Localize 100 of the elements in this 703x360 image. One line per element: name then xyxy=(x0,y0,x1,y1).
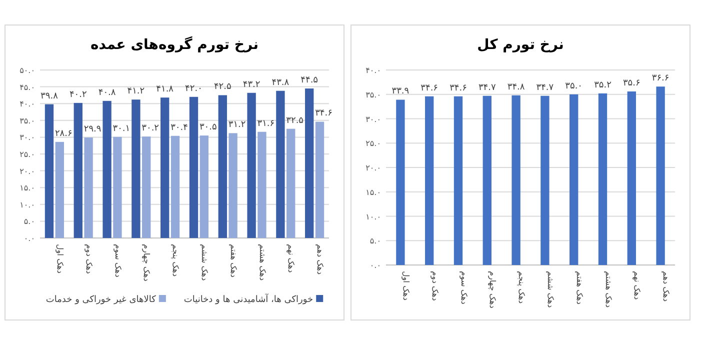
x-tick-label: دهک ششم xyxy=(546,271,555,308)
x-tick-label: دهک پنجم xyxy=(517,271,526,304)
data-label: ۳۲.۵ xyxy=(286,116,304,126)
x-tick-label: دهک ششم xyxy=(200,244,209,282)
bar xyxy=(570,94,578,265)
data-label: ۳۵.۲ xyxy=(594,80,612,90)
bar xyxy=(540,96,550,265)
y-tick-label: ۱۰.۰ xyxy=(366,212,381,222)
bar xyxy=(315,122,324,238)
bar xyxy=(102,100,112,238)
y-tick-label: ۰.۰ xyxy=(370,261,381,270)
data-label: ۴۰.۲ xyxy=(69,90,87,100)
bar xyxy=(160,98,170,238)
y-tick-label: ۲۵.۰ xyxy=(20,150,35,159)
bar xyxy=(55,142,64,238)
bar xyxy=(482,96,492,265)
x-tick-label: دهک دهم xyxy=(662,271,671,302)
x-tick-label: دهک پنجم xyxy=(171,244,180,278)
x-tick-label: دهک چهارم xyxy=(142,244,152,282)
data-label: ۳۰.۲ xyxy=(142,124,160,134)
bar xyxy=(425,96,434,265)
data-label: ۳۵.۰ xyxy=(565,81,583,92)
y-tick-label: ۲۰.۰ xyxy=(366,164,381,172)
y-tick-label: ۵.۰ xyxy=(370,236,381,246)
data-label: ۲۹.۹ xyxy=(84,124,102,135)
bar xyxy=(305,88,314,238)
bar xyxy=(132,100,140,238)
data-label: ۴۲.۰ xyxy=(185,84,202,94)
chart-title: نرخ تورم کل xyxy=(477,37,564,53)
data-label: ۴۱.۲ xyxy=(127,86,145,97)
x-tick-label: دهک هشتم xyxy=(258,244,267,282)
data-label: ۴۲.۵ xyxy=(214,82,232,92)
data-label: ۳۱.۶ xyxy=(257,118,275,129)
x-tick-label: دهک دوم xyxy=(84,244,94,274)
data-label: ۳۳.۹ xyxy=(392,86,410,97)
data-label: ۳۴.۶ xyxy=(450,83,468,94)
y-tick-label: ۴۰.۰ xyxy=(366,66,381,75)
bar xyxy=(656,86,665,265)
data-label: ۳۵.۶ xyxy=(622,78,640,88)
y-tick-label: ۲۰.۰ xyxy=(20,166,35,176)
x-tick-label: دهک اول xyxy=(401,271,410,301)
bar xyxy=(200,136,208,238)
data-label: ۲۸.۶ xyxy=(54,128,72,139)
bar xyxy=(454,96,463,265)
bar xyxy=(218,95,227,238)
bar xyxy=(74,102,82,238)
bar xyxy=(247,92,256,238)
bar xyxy=(228,133,238,238)
x-tick-label: دهک نهم xyxy=(286,244,296,274)
y-tick-label: ۳۵.۰ xyxy=(366,90,381,100)
data-label: ۳۹.۸ xyxy=(40,91,58,102)
data-label: ۴۳.۸ xyxy=(272,78,290,88)
x-tick-label: دهک چهارم xyxy=(488,271,498,309)
bar xyxy=(258,132,266,238)
bar xyxy=(84,138,93,238)
data-label: ۳۶.۶ xyxy=(652,74,670,84)
bar xyxy=(598,93,608,265)
x-tick-label: دهک هفتم xyxy=(228,244,238,278)
y-tick-label: ۱۵.۰ xyxy=(366,188,381,197)
legend-label: خوراکی ها، آشامیدنی ها و دخانیات xyxy=(184,293,314,305)
bar xyxy=(396,100,405,265)
x-tick-label: دهک سوم xyxy=(459,271,468,305)
bar xyxy=(512,95,520,265)
data-label: ۴۳.۲ xyxy=(242,80,260,90)
data-label: ۳۴.۸ xyxy=(507,82,525,92)
bar xyxy=(113,136,122,238)
data-label: ۳۱.۲ xyxy=(228,120,246,130)
data-label: ۴۰.۸ xyxy=(98,88,116,98)
x-tick-label: دهک سوم xyxy=(113,244,122,278)
bar xyxy=(627,91,636,265)
bar xyxy=(44,104,54,238)
y-tick-label: ۱۵.۰ xyxy=(20,184,35,193)
bar xyxy=(142,136,151,238)
legend-label: کالاهای غیر خوراکی و خدمات xyxy=(46,295,157,305)
bar xyxy=(276,90,285,238)
x-tick-label: دهک هفتم xyxy=(574,271,584,305)
bar xyxy=(189,96,198,238)
data-label: ۳۴.۶ xyxy=(315,108,333,119)
data-label: ۳۴.۶ xyxy=(420,83,438,94)
y-tick-label: ۱۰.۰ xyxy=(20,200,35,210)
y-tick-label: ۵.۰ xyxy=(24,217,35,226)
data-label: ۳۰.۵ xyxy=(199,122,217,133)
x-tick-label: دهک هشتم xyxy=(604,271,613,308)
x-tick-label: دهک اول xyxy=(55,244,64,274)
y-tick-label: ۴۰.۰ xyxy=(20,100,35,109)
y-tick-label: ۲۵.۰ xyxy=(366,139,381,148)
bar xyxy=(286,128,296,238)
y-tick-label: ۳۰.۰ xyxy=(366,114,381,124)
y-tick-label: ۳۵.۰ xyxy=(20,116,35,126)
y-tick-label: ۳۰.۰ xyxy=(20,133,35,142)
x-tick-label: دهک نهم xyxy=(632,271,642,300)
data-label: ۳۴.۷ xyxy=(478,82,496,93)
data-label: ۳۰.۴ xyxy=(170,122,188,133)
data-label: ۳۰.۱ xyxy=(112,124,130,134)
bar xyxy=(170,136,180,238)
data-label: ۴۴.۵ xyxy=(300,75,318,86)
data-label: ۳۴.۷ xyxy=(536,82,554,93)
data-label: ۴۱.۸ xyxy=(156,84,174,95)
chart-title: نرخ تورم گروه‌های عمده xyxy=(90,36,258,53)
y-tick-label: ۴۵.۰ xyxy=(20,82,35,92)
